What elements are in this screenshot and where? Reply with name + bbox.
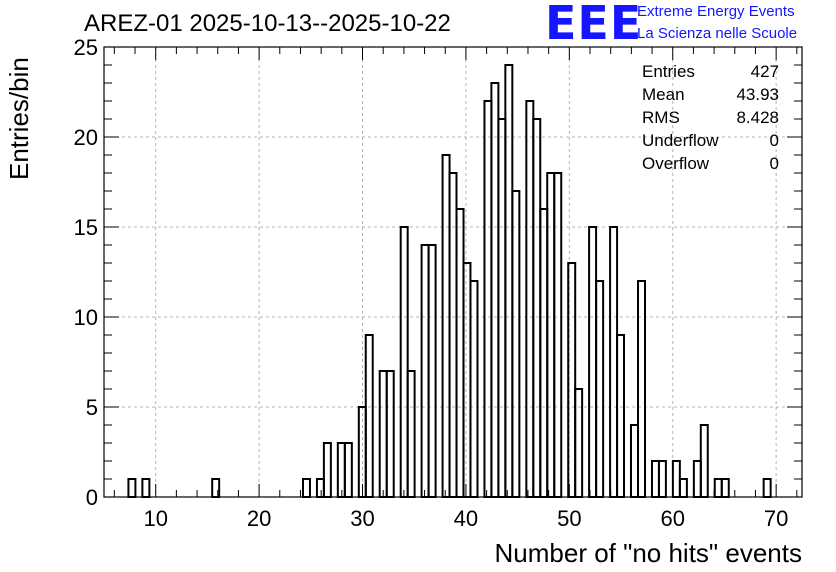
- histogram-bar: [629, 424, 639, 498]
- histogram-bar: [678, 478, 688, 498]
- histogram-bar: [343, 442, 353, 498]
- histogram-bar: [720, 478, 730, 498]
- stat-label: Underflow: [642, 131, 719, 150]
- stat-value: 43.93: [736, 85, 779, 104]
- stat-label: Entries: [642, 62, 695, 81]
- x-tick-label: 30: [350, 506, 374, 531]
- y-tick-label: 0: [86, 485, 98, 510]
- stat-value: 0: [769, 131, 779, 150]
- tick-labels: 10 20 30 40 50 60 70 0 5 10 15 20 25: [74, 35, 789, 531]
- stat-row-overflow: Overflow 0: [642, 152, 779, 175]
- histogram-bar: [378, 370, 388, 498]
- histogram-bar: [671, 460, 681, 498]
- y-tick-label: 25: [74, 35, 98, 60]
- y-tick-label: 20: [74, 125, 98, 150]
- histogram-bar: [511, 190, 521, 498]
- stat-value: 0: [769, 154, 779, 173]
- histogram-bar: [141, 478, 151, 498]
- y-tick-label: 10: [74, 305, 98, 330]
- x-tick-label: 10: [143, 506, 167, 531]
- histogram-bar: [469, 280, 479, 498]
- stat-row-underflow: Underflow 0: [642, 129, 779, 152]
- y-tick-label: 5: [86, 395, 98, 420]
- histogram-bar: [336, 442, 346, 498]
- histogram-bar: [553, 172, 563, 498]
- histogram-bar: [588, 226, 598, 498]
- stat-row-entries: Entries 427: [642, 60, 779, 83]
- histogram-bar: [595, 280, 605, 498]
- histogram-bar: [762, 478, 772, 498]
- y-tick-label: 15: [74, 215, 98, 240]
- logo-text-line2: La Scienza nelle Scuole: [637, 25, 798, 42]
- x-tick-label: 20: [247, 506, 271, 531]
- x-axis-label: Number of "no hits" events: [494, 538, 803, 568]
- histogram-bar: [427, 244, 437, 498]
- histogram-bar: [713, 478, 723, 498]
- stat-value: 427: [750, 62, 779, 81]
- histogram-bar: [301, 478, 311, 498]
- x-tick-label: 60: [660, 506, 684, 531]
- stats-box: Entries 427 Mean 43.93 RMS 8.428 Underfl…: [642, 60, 779, 175]
- axis-ticks: [104, 46, 802, 498]
- stat-label: Overflow: [642, 154, 710, 173]
- plot-frame: [103, 46, 803, 498]
- eee-logo: EEE: [545, 0, 643, 50]
- stat-label: Mean: [642, 85, 685, 104]
- x-tick-label: 50: [557, 506, 581, 531]
- histogram-bar: [385, 370, 395, 498]
- histogram-bar: [420, 244, 430, 498]
- x-tick-label: 40: [454, 506, 478, 531]
- stat-row-rms: RMS 8.428: [642, 106, 779, 129]
- chart-title: AREZ-01 2025-10-13--2025-10-22: [84, 10, 451, 37]
- stat-row-mean: Mean 43.93: [642, 83, 779, 106]
- grid-lines: [104, 47, 802, 497]
- stat-label: RMS: [642, 108, 680, 127]
- logo-text-line1: Extreme Energy Events: [637, 3, 795, 20]
- histogram-bar: [637, 280, 647, 498]
- histogram-bar: [127, 478, 137, 498]
- stat-value: 8.428: [736, 108, 779, 127]
- x-tick-label: 70: [764, 506, 788, 531]
